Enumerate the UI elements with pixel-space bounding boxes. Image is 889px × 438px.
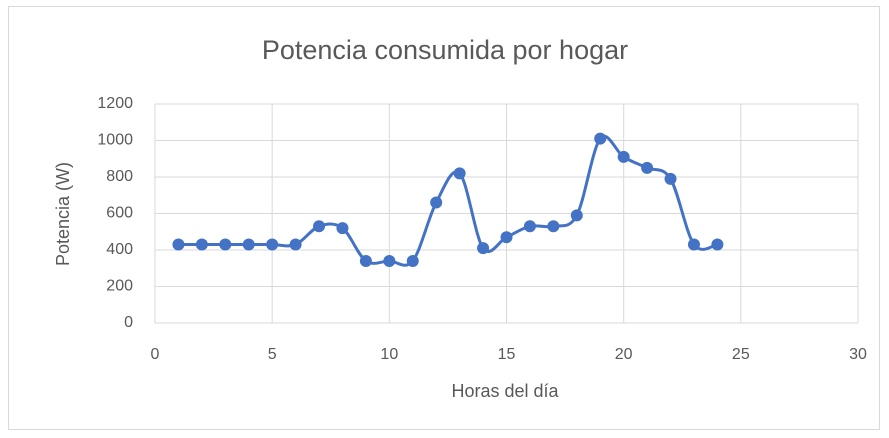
- data-point: [570, 209, 583, 222]
- x-tick-label: 5: [268, 346, 277, 363]
- data-point: [195, 238, 208, 251]
- data-point: [477, 242, 490, 255]
- x-tick-label: 15: [498, 346, 516, 363]
- data-point: [664, 172, 677, 185]
- data-point: [266, 238, 279, 251]
- data-point: [289, 238, 302, 251]
- data-point: [453, 167, 466, 180]
- data-point: [711, 238, 724, 251]
- data-point: [336, 222, 349, 235]
- data-point: [242, 238, 255, 251]
- y-tick-label: 1000: [97, 132, 133, 149]
- x-tick-label: 0: [151, 346, 160, 363]
- data-point: [617, 150, 630, 163]
- data-point: [219, 238, 232, 251]
- data-point: [359, 254, 372, 267]
- y-tick-label: 0: [124, 314, 133, 331]
- chart-title: Potencia consumida por hogar: [262, 35, 628, 65]
- data-point: [547, 220, 560, 233]
- data-point: [430, 196, 443, 209]
- data-point: [523, 220, 536, 233]
- data-point: [687, 238, 700, 251]
- y-tick-label: 1200: [97, 95, 133, 112]
- data-point: [313, 220, 326, 233]
- chart-frame: [8, 6, 880, 430]
- data-point: [500, 231, 513, 244]
- y-tick-label: 400: [106, 241, 133, 258]
- data-point: [172, 238, 185, 251]
- y-tick-label: 600: [106, 205, 133, 222]
- data-point: [594, 132, 607, 145]
- x-axis-label: Horas del día: [451, 381, 559, 401]
- data-point: [641, 161, 654, 174]
- x-tick-label: 30: [849, 346, 867, 363]
- x-tick-label: 25: [732, 346, 750, 363]
- data-point: [383, 254, 396, 267]
- y-axis-label: Potencia (W): [53, 162, 73, 266]
- y-tick-label: 200: [106, 278, 133, 295]
- x-tick-label: 20: [615, 346, 633, 363]
- y-tick-label: 800: [106, 168, 133, 185]
- data-point: [406, 254, 419, 267]
- x-tick-label: 10: [380, 346, 398, 363]
